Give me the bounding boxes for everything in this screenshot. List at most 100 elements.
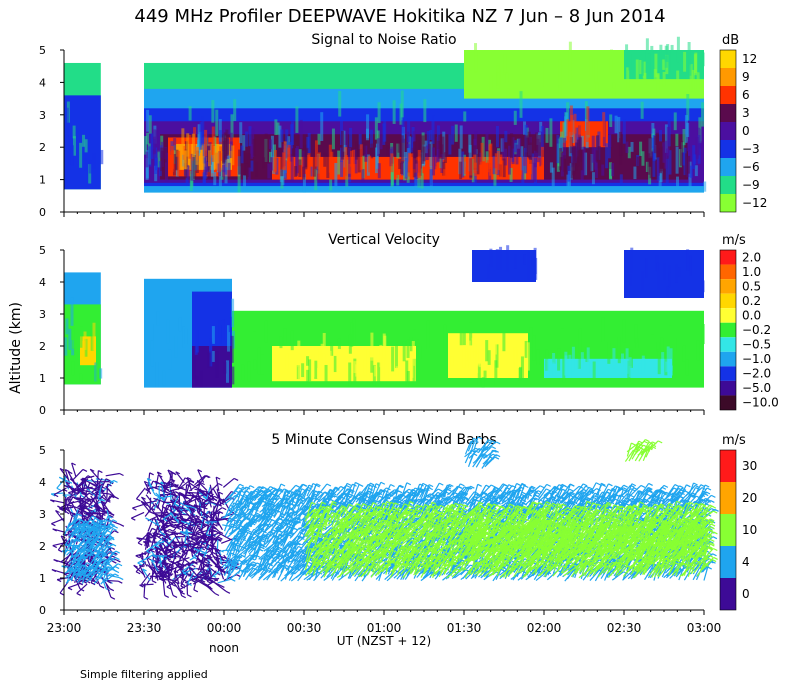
wind-barb (97, 485, 103, 500)
wind-barb (164, 521, 179, 525)
wind-barb-flag (137, 562, 142, 566)
heatmap-streak (571, 346, 575, 372)
wind-barb-flag (207, 563, 213, 567)
wind-barb (72, 550, 79, 564)
heatmap-streak (699, 128, 703, 149)
heatmap-streak (533, 150, 537, 168)
wind-barb-flag (155, 544, 160, 548)
heatmap-streak (622, 119, 626, 144)
wind-barb-flag (109, 514, 114, 518)
legend-unit: dB (722, 33, 739, 48)
wind-barb-flag (64, 562, 69, 566)
wind-barb-flag (369, 482, 375, 486)
heatmap-streak (428, 144, 432, 157)
wind-barb-flag (191, 548, 196, 553)
heatmap-streak (601, 317, 605, 342)
heatmap-streak (162, 370, 166, 386)
wind-barb (228, 502, 235, 517)
heatmap-streak (418, 345, 422, 359)
wind-barb (233, 530, 241, 544)
heatmap-streak (563, 137, 567, 159)
wind-barb-flag (184, 504, 190, 508)
heatmap-streak (627, 146, 631, 159)
wind-barb-flag (209, 542, 215, 546)
wind-barb-flag (174, 581, 180, 585)
heatmap-streak (477, 363, 481, 386)
heatmap-streak (314, 168, 318, 191)
wind-barb (92, 524, 103, 537)
heatmap-streak (686, 141, 690, 152)
wind-barb (205, 563, 217, 574)
heatmap-streak (381, 357, 385, 378)
legend-label: 0.2 (742, 294, 761, 308)
wind-barb (78, 562, 88, 575)
wind-barb (101, 525, 115, 535)
heatmap-streak (150, 323, 154, 349)
wind-barb (90, 520, 99, 533)
wind-barb-flag (164, 507, 169, 511)
heatmap-streak (364, 145, 368, 162)
heatmap-streak (92, 152, 96, 170)
wind-barb-flag (173, 570, 179, 574)
wind-barb (72, 469, 84, 480)
heatmap-streak (442, 161, 446, 176)
wind-barb-flag (208, 500, 214, 504)
heatmap-streak (184, 328, 188, 345)
wind-barb-flag (186, 476, 192, 481)
wind-barb (194, 475, 206, 486)
heatmap-streak (215, 109, 219, 136)
y-tick-label: 0 (39, 404, 46, 417)
wind-barb-flag (145, 517, 150, 521)
heatmap-streak (289, 145, 293, 162)
wind-barb (150, 559, 160, 572)
heatmap-streak (237, 166, 241, 193)
wind-barb-flag (118, 576, 124, 581)
wind-barb (74, 565, 83, 578)
heatmap-streak (211, 126, 215, 155)
wind-barb (88, 522, 96, 536)
wind-barb-flag (226, 536, 231, 540)
heatmap-streak (674, 264, 678, 283)
wind-barb-flag (175, 553, 181, 557)
heatmap-streak (230, 114, 234, 138)
legend-label: 2.0 (742, 250, 761, 264)
wind-barb-flag (198, 553, 204, 557)
heatmap-streak (666, 286, 670, 297)
wind-barb-flag (109, 535, 115, 539)
heatmap-streak (634, 324, 638, 344)
wind-barb (95, 478, 110, 482)
heatmap-streak (195, 330, 199, 353)
wind-barb (173, 570, 180, 584)
heatmap-streak (569, 124, 573, 147)
heatmap-streak (577, 125, 581, 148)
heatmap-streak (687, 155, 691, 174)
heatmap-streak (270, 135, 274, 158)
wind-barb-flag (197, 496, 203, 500)
wind-barb-flag (247, 529, 252, 533)
wind-barb (145, 485, 160, 491)
wind-barb-flag (94, 489, 99, 493)
heatmap-streak (312, 149, 316, 177)
wind-barb (175, 503, 189, 511)
wind-barb (246, 498, 252, 513)
heatmap-streak (216, 146, 220, 164)
heatmap-streak (379, 125, 383, 150)
wind-barb-flag (83, 491, 88, 495)
heatmap-streak (625, 44, 629, 64)
wind-barb (169, 515, 183, 521)
wind-barb-flag (215, 510, 221, 514)
wind-barb-flag (170, 499, 175, 503)
wind-barb (188, 520, 202, 528)
heatmap-streak (72, 125, 76, 139)
heatmap-streak (209, 341, 213, 367)
wind-barb (195, 483, 201, 498)
heatmap-streak (287, 144, 291, 168)
heatmap-streak (79, 142, 83, 168)
heatmap-streak (379, 344, 383, 368)
heatmap-streak (280, 129, 284, 143)
wind-barb (246, 562, 258, 574)
heatmap-streak (463, 156, 467, 175)
heatmap-streak (326, 154, 330, 179)
heatmap-streak (549, 162, 553, 173)
wind-barb (246, 529, 255, 542)
